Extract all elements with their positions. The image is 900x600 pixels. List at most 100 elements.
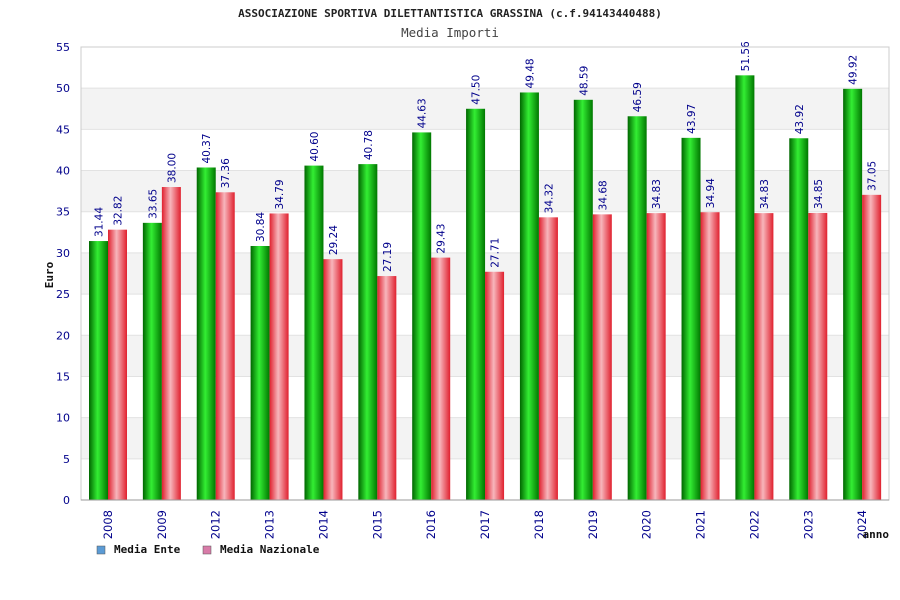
bar-media-nazionale-2012: [215, 192, 235, 500]
data-label-media-nazionale-2015: 27.19: [382, 242, 394, 272]
bar-media-ente-2008: [89, 241, 108, 501]
x-tick-label-2015: 2015: [370, 510, 384, 539]
bar-media-nazionale-2014: [323, 259, 343, 500]
legend: Media Ente Media Nazionale: [96, 543, 320, 556]
data-label-media-ente-2009: 33.65: [147, 189, 159, 219]
data-label-media-nazionale-2012: 37.36: [220, 158, 232, 188]
legend-swatch-media-nazionale: [202, 545, 212, 555]
grid-band: [81, 47, 889, 89]
data-label-media-nazionale-2020: 34.83: [651, 179, 663, 209]
bar-media-nazionale-2022: [754, 213, 774, 501]
x-tick-label-2019: 2019: [586, 510, 600, 539]
y-axis-label: Euro: [43, 261, 56, 288]
legend-label-media-nazionale: Media Nazionale: [220, 543, 320, 556]
data-label-media-nazionale-2009: 38.00: [166, 153, 178, 183]
y-tick-label: 35: [56, 206, 70, 219]
data-label-media-ente-2024: 49.92: [848, 55, 860, 85]
y-tick-label: 40: [56, 165, 70, 178]
data-label-media-ente-2014: 40.60: [309, 132, 321, 162]
x-tick-label-2021: 2021: [694, 510, 708, 539]
legend-swatch-media-ente: [96, 545, 106, 555]
bar-media-ente-2009: [142, 222, 162, 500]
bar-media-ente-2021: [681, 137, 701, 500]
data-label-media-ente-2017: 47.50: [471, 75, 483, 105]
bar-media-nazionale-2008: [108, 229, 127, 500]
bar-media-ente-2012: [196, 167, 216, 501]
data-label-media-ente-2018: 49.48: [524, 58, 536, 88]
data-label-media-nazionale-2023: 34.85: [813, 179, 825, 209]
bar-media-ente-2015: [358, 164, 378, 500]
y-tick-label: 10: [56, 412, 70, 425]
bars: [89, 75, 882, 501]
y-tick-label: 5: [63, 453, 70, 466]
x-tick-label-2022: 2022: [747, 510, 761, 539]
bar-media-ente-2017: [466, 108, 486, 500]
x-axis-label: anno: [863, 528, 890, 541]
chart-subtitle: Media Importi: [401, 25, 499, 40]
data-label-media-ente-2021: 43.97: [686, 104, 698, 134]
bar-media-nazionale-2009: [161, 187, 181, 500]
data-label-media-nazionale-2014: 29.24: [328, 225, 340, 255]
y-tick-label: 30: [56, 247, 70, 260]
data-label-media-nazionale-2021: 34.94: [705, 178, 717, 208]
data-label-media-nazionale-2013: 34.79: [274, 179, 286, 209]
chart-title: ASSOCIAZIONE SPORTIVA DILETTANTISTICA GR…: [238, 7, 662, 20]
bar-media-nazionale-2019: [592, 214, 612, 500]
bar-media-ente-2014: [304, 165, 324, 500]
x-tick-label-2016: 2016: [424, 510, 438, 539]
data-label-media-nazionale-2017: 27.71: [490, 238, 502, 268]
data-label-media-nazionale-2024: 37.05: [867, 161, 879, 191]
data-label-media-ente-2015: 40.78: [363, 130, 375, 160]
bar-media-nazionale-2015: [377, 276, 397, 500]
bar-media-nazionale-2024: [862, 194, 882, 501]
data-label-media-ente-2012: 40.37: [201, 133, 213, 163]
x-tick-label-2008: 2008: [101, 510, 115, 539]
y-tick-label: 50: [56, 82, 70, 95]
bar-media-nazionale-2021: [700, 212, 720, 501]
data-label-media-ente-2008: 31.44: [94, 207, 106, 237]
bar-media-nazionale-2018: [538, 217, 558, 500]
x-tick-label-2023: 2023: [801, 510, 815, 539]
bar-media-ente-2024: [843, 88, 863, 500]
bar-media-ente-2023: [789, 138, 809, 500]
bar-media-ente-2022: [735, 75, 755, 500]
y-tick-label: 20: [56, 329, 70, 342]
data-label-media-ente-2022: 51.56: [740, 41, 752, 71]
x-tick-label-2020: 2020: [640, 510, 654, 539]
bar-media-nazionale-2017: [485, 271, 505, 500]
x-tick-label-2014: 2014: [316, 510, 330, 539]
x-tick-label-2024: 2024: [855, 510, 869, 539]
data-label-media-ente-2016: 44.63: [417, 98, 429, 128]
data-label-media-ente-2020: 46.59: [632, 82, 644, 112]
data-labels: 31.44 32.82 33.65 38.00 40.37 37.36 30.84 34.79…: [94, 41, 879, 272]
bar-media-ente-2019: [573, 99, 593, 500]
bar-media-nazionale-2016: [431, 257, 451, 500]
bar-media-nazionale-2013: [269, 213, 289, 500]
x-tick-label-2009: 2009: [155, 510, 169, 539]
y-tick-label: 55: [56, 41, 70, 54]
y-tick-label: 15: [56, 370, 70, 383]
x-tick-label-2017: 2017: [478, 510, 492, 539]
y-tick-label: 25: [56, 288, 70, 301]
data-label-media-ente-2013: 30.84: [255, 212, 267, 242]
y-axis-ticks: 0 5 10 15 20 25 30 35 40 45 50 55: [56, 41, 70, 507]
data-label-media-nazionale-2008: 32.82: [113, 196, 125, 226]
legend-label-media-ente: Media Ente: [114, 543, 181, 556]
bar-media-ente-2016: [412, 132, 432, 501]
bar-media-nazionale-2020: [646, 213, 666, 501]
x-tick-label-2012: 2012: [209, 510, 223, 539]
bar-media-nazionale-2023: [808, 212, 828, 501]
bar-media-ente-2020: [627, 116, 647, 500]
x-tick-label-2018: 2018: [532, 510, 546, 539]
y-tick-label: 45: [56, 123, 70, 136]
data-label-media-nazionale-2019: 34.68: [597, 180, 609, 210]
x-axis-ticks: 2008 2009 2012 2013 2014 2015 2016 2017 2018 2019…: [101, 510, 869, 539]
data-label-media-nazionale-2018: 34.32: [543, 183, 555, 213]
bar-media-ente-2018: [519, 92, 539, 501]
data-label-media-nazionale-2016: 29.43: [436, 224, 448, 254]
bar-media-ente-2013: [250, 245, 270, 500]
data-label-media-ente-2019: 48.59: [578, 66, 590, 96]
x-tick-label-2013: 2013: [263, 510, 277, 539]
data-label-media-nazionale-2022: 34.83: [759, 179, 771, 209]
